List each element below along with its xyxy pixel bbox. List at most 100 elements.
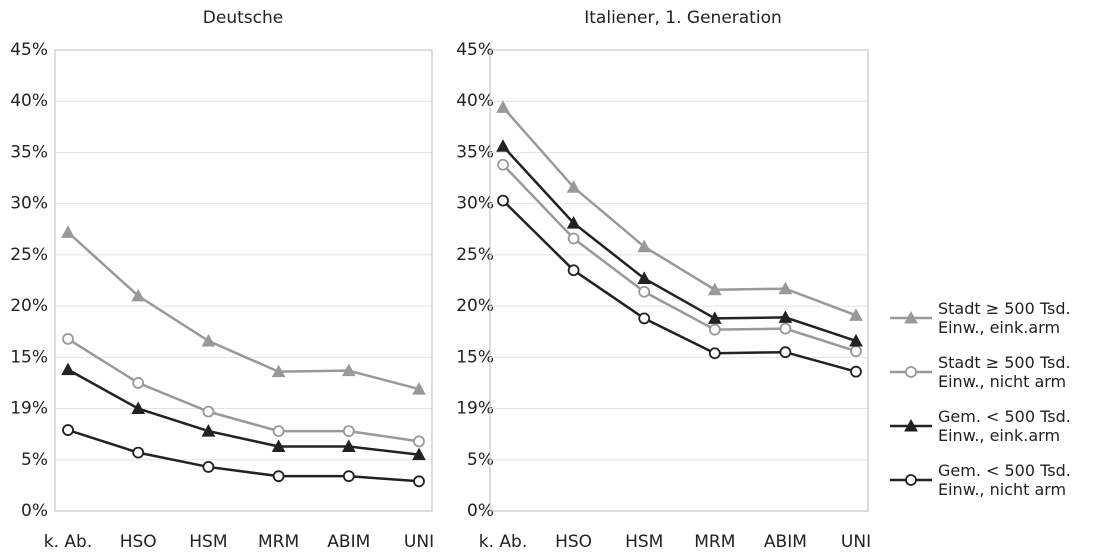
marker (904, 418, 918, 432)
y-tick-label: 20% (456, 296, 494, 316)
marker (708, 323, 721, 336)
y-tick-label: 40% (10, 91, 48, 111)
marker (412, 447, 426, 461)
marker (496, 100, 510, 113)
marker (342, 470, 355, 483)
marker (497, 158, 509, 171)
y-tick-label: 0% (467, 501, 494, 521)
y-tick-label: 35% (10, 142, 48, 162)
marker (778, 281, 793, 295)
legend-label: Stadt ≥ 500 Tsd. Einw., eink.arm (938, 299, 1071, 337)
y-tick-label: 35% (456, 142, 494, 162)
y-tick-label: 30% (10, 194, 48, 214)
marker (566, 180, 581, 193)
marker (904, 310, 918, 324)
marker (341, 363, 356, 377)
plot-border (489, 49, 869, 512)
marker (779, 346, 792, 359)
y-tick-label: 19% (456, 399, 494, 419)
series-line (67, 337, 420, 443)
x-tick-label: k. Ab. (479, 532, 527, 552)
series-line (502, 106, 857, 317)
y-tick-label: 30% (456, 194, 494, 214)
x-tick-label: HSO (555, 532, 592, 552)
series-line (502, 163, 857, 353)
marker (905, 474, 917, 486)
x-tick-label: HSM (625, 532, 663, 552)
marker (62, 424, 74, 436)
y-tick-label: 45% (456, 40, 494, 60)
x-tick-label: UNI (404, 532, 434, 552)
y-tick-label: 0% (21, 501, 48, 521)
chart-title: Italiener, 1. Generation (584, 8, 782, 28)
marker (708, 347, 721, 360)
y-tick-label: 15% (10, 347, 48, 367)
marker (566, 216, 581, 229)
marker (707, 282, 722, 296)
x-tick-label: HSM (189, 532, 227, 552)
y-tick-label: 5% (21, 450, 48, 470)
marker (272, 470, 285, 483)
legend-label: Gem. < 500 Tsd. Einw., eink.arm (938, 407, 1071, 445)
marker (496, 139, 510, 152)
marker (271, 364, 286, 378)
y-tick-label: 15% (456, 347, 494, 367)
marker (497, 194, 509, 207)
marker (131, 401, 146, 415)
marker (637, 271, 652, 284)
marker (850, 365, 862, 378)
marker (849, 308, 863, 321)
marker (707, 311, 722, 324)
marker (272, 425, 285, 437)
y-tick-label: 19% (10, 399, 48, 419)
x-tick-label: UNI (841, 532, 871, 552)
marker (201, 424, 216, 437)
marker (271, 439, 286, 452)
marker (567, 232, 580, 245)
chart-title: Deutsche (203, 8, 283, 28)
marker (341, 439, 356, 452)
y-tick-label: 5% (467, 450, 494, 470)
marker (778, 310, 793, 323)
marker (779, 322, 792, 335)
x-tick-label: ABIM (327, 532, 370, 552)
x-tick-label: MRM (694, 532, 735, 552)
marker (62, 332, 74, 345)
series-line (67, 368, 420, 456)
plot-border (54, 49, 433, 512)
y-tick-label: 40% (456, 91, 494, 111)
y-tick-label: 20% (10, 296, 48, 316)
marker (202, 405, 215, 418)
marker (201, 333, 216, 347)
marker (342, 425, 355, 437)
marker (567, 264, 580, 277)
legend-label: Stadt ≥ 500 Tsd. Einw., nicht arm (938, 353, 1071, 391)
marker (413, 435, 425, 448)
x-tick-label: ABIM (764, 532, 807, 552)
marker (850, 345, 862, 358)
marker (202, 461, 215, 473)
marker (638, 285, 651, 298)
series-line (67, 231, 420, 391)
marker (132, 377, 145, 389)
series-line (67, 428, 420, 483)
y-tick-label: 25% (456, 245, 494, 265)
marker (905, 366, 917, 378)
marker (132, 446, 145, 459)
marker (637, 239, 652, 253)
series-line (502, 145, 857, 343)
marker (412, 382, 426, 395)
marker (413, 475, 425, 488)
x-tick-label: MRM (258, 532, 299, 552)
x-tick-label: HSO (120, 532, 157, 552)
x-tick-label: k. Ab. (44, 532, 92, 552)
marker (61, 225, 75, 238)
marker (61, 362, 75, 376)
marker (131, 288, 146, 302)
y-tick-label: 45% (10, 40, 48, 60)
series-line (502, 199, 857, 373)
marker (638, 312, 651, 325)
y-tick-label: 25% (10, 245, 48, 265)
